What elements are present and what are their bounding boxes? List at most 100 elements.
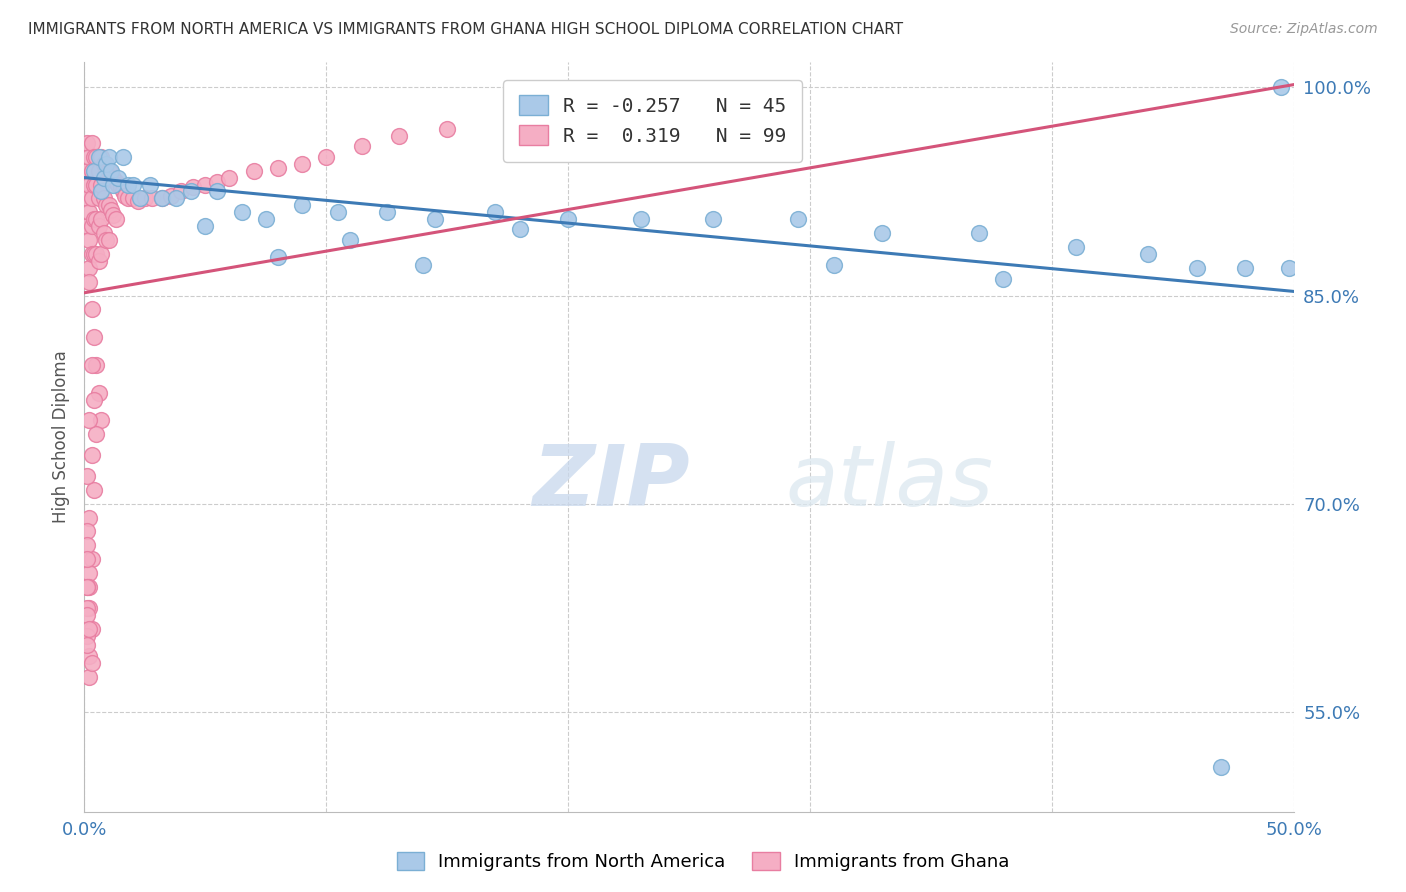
Text: ZIP: ZIP xyxy=(531,441,689,524)
Point xyxy=(121,178,143,192)
Point xyxy=(150,191,173,205)
Point xyxy=(104,175,127,189)
Point xyxy=(77,670,100,684)
Point xyxy=(557,212,579,227)
Point xyxy=(1234,260,1257,275)
Point xyxy=(77,205,100,219)
Point xyxy=(107,170,129,185)
Point xyxy=(93,170,115,185)
Point xyxy=(77,178,100,192)
Point xyxy=(117,191,139,205)
Point xyxy=(90,185,112,199)
Point xyxy=(112,150,135,164)
Point xyxy=(100,163,122,178)
Point xyxy=(254,212,277,227)
Text: IMMIGRANTS FROM NORTH AMERICA VS IMMIGRANTS FROM GHANA HIGH SCHOOL DIPLOMA CORRE: IMMIGRANTS FROM NORTH AMERICA VS IMMIGRA… xyxy=(28,22,903,37)
Point xyxy=(412,258,434,272)
Point xyxy=(97,150,120,164)
Point xyxy=(267,250,290,264)
Point xyxy=(112,185,135,199)
Point xyxy=(436,122,458,136)
Point xyxy=(76,136,98,150)
Point xyxy=(1064,240,1087,254)
Point xyxy=(134,191,156,205)
Point xyxy=(76,552,98,566)
Point xyxy=(207,175,229,189)
Point xyxy=(207,185,229,199)
Point xyxy=(80,163,103,178)
Point xyxy=(170,185,193,199)
Point xyxy=(76,607,98,622)
Point xyxy=(100,202,122,217)
Point xyxy=(77,413,100,427)
Point xyxy=(90,212,112,227)
Text: atlas: atlas xyxy=(786,441,994,524)
Point xyxy=(180,185,202,199)
Point xyxy=(94,198,117,212)
Point xyxy=(77,275,100,289)
Point xyxy=(93,157,115,171)
Point xyxy=(94,163,117,178)
Point xyxy=(267,161,290,175)
Point xyxy=(967,226,990,240)
Point xyxy=(80,191,103,205)
Point xyxy=(83,392,105,407)
Point xyxy=(80,358,103,372)
Point xyxy=(80,622,103,636)
Point xyxy=(80,552,103,566)
Point xyxy=(150,191,173,205)
Point xyxy=(117,178,139,192)
Point xyxy=(110,180,132,194)
Point xyxy=(76,580,98,594)
Point xyxy=(100,166,122,180)
Legend: Immigrants from North America, Immigrants from Ghana: Immigrants from North America, Immigrant… xyxy=(389,845,1017,879)
Point xyxy=(315,150,337,164)
Point xyxy=(90,247,112,261)
Point xyxy=(80,247,103,261)
Point xyxy=(83,163,105,178)
Point xyxy=(76,580,98,594)
Point xyxy=(80,136,103,150)
Point xyxy=(484,205,506,219)
Point xyxy=(141,191,163,205)
Point xyxy=(129,191,152,205)
Point xyxy=(83,178,105,192)
Point xyxy=(121,191,143,205)
Point xyxy=(76,600,98,615)
Point xyxy=(80,219,103,234)
Point xyxy=(194,178,217,192)
Point xyxy=(86,247,108,261)
Point xyxy=(87,385,110,400)
Point xyxy=(509,222,531,236)
Point xyxy=(823,258,845,272)
Point xyxy=(1137,247,1160,261)
Y-axis label: High School Diploma: High School Diploma xyxy=(52,351,70,524)
Point xyxy=(127,194,149,209)
Point xyxy=(76,628,98,642)
Point xyxy=(103,208,125,222)
Point xyxy=(97,198,120,212)
Point xyxy=(103,178,125,192)
Point xyxy=(77,649,100,664)
Point xyxy=(77,150,100,164)
Point xyxy=(80,302,103,317)
Point xyxy=(291,157,314,171)
Point xyxy=(76,219,98,234)
Point xyxy=(83,330,105,344)
Point xyxy=(993,272,1015,286)
Point xyxy=(76,638,98,652)
Point xyxy=(1270,80,1292,95)
Point xyxy=(97,233,120,247)
Point xyxy=(872,226,894,240)
Point xyxy=(77,510,100,524)
Point xyxy=(87,191,110,205)
Point xyxy=(90,150,112,164)
Point xyxy=(104,212,127,227)
Point xyxy=(76,524,98,539)
Point xyxy=(94,157,117,171)
Point xyxy=(138,178,160,192)
Point xyxy=(86,212,108,227)
Point xyxy=(97,163,120,178)
Point xyxy=(76,191,98,205)
Point xyxy=(786,212,808,227)
